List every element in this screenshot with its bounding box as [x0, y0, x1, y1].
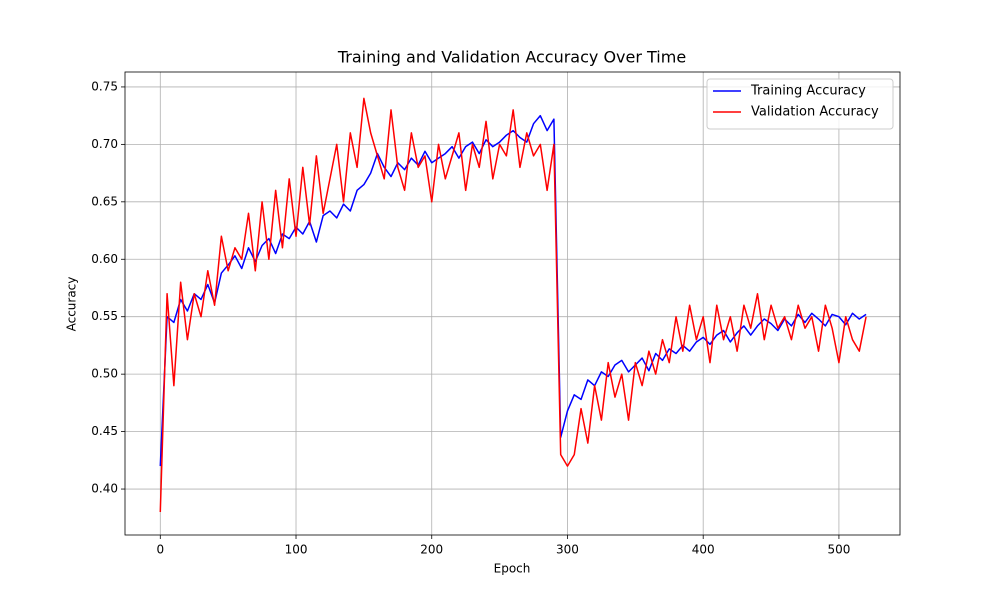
y-tick-label: 0.70 — [91, 137, 118, 151]
legend-label: Validation Accuracy — [751, 105, 879, 120]
x-tick-label: 500 — [827, 543, 850, 557]
x-tick-label: 0 — [156, 543, 164, 557]
y-tick-label: 0.40 — [91, 482, 118, 496]
x-axis-label: Epoch — [494, 562, 531, 576]
chart-title: Training and Validation Accuracy Over Ti… — [337, 48, 686, 67]
y-tick-label: 0.55 — [91, 309, 118, 323]
y-tick-label: 0.60 — [91, 252, 118, 266]
y-tick-label: 0.75 — [91, 79, 118, 93]
legend-label: Training Accuracy — [750, 84, 866, 99]
x-tick-label: 200 — [420, 543, 443, 557]
y-tick-label: 0.65 — [91, 194, 118, 208]
axes-frame — [124, 71, 901, 536]
legend: Training Accuracy Validation Accuracy — [706, 78, 894, 130]
y-tick-label: 0.45 — [91, 424, 118, 438]
plot-area: 0.40 0.45 0.50 0.55 0.60 0.65 0.70 0.75 0 100 200 3… — [91, 71, 901, 557]
y-tick-label: 0.50 — [91, 367, 118, 381]
data-line — [159, 97, 867, 513]
x-tick-label: 400 — [692, 543, 715, 557]
x-tick-label: 100 — [285, 543, 308, 557]
y-axis-label: Accuracy — [65, 277, 79, 332]
legend-box — [706, 78, 894, 130]
x-tick-label: 300 — [556, 543, 579, 557]
data-line — [159, 114, 867, 467]
